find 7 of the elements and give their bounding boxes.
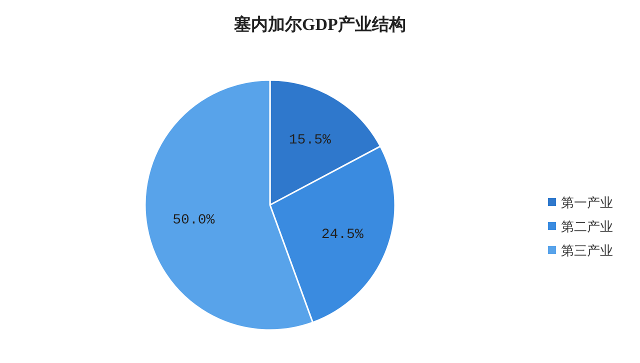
data-label: 15.5%: [288, 132, 332, 149]
chart-title: 塞内加尔GDP产业结构: [233, 15, 406, 34]
data-label: 24.5%: [321, 226, 364, 243]
legend-label: 第三产业: [561, 244, 613, 259]
legend-label: 第一产业: [561, 196, 613, 211]
data-label: 50.0%: [172, 212, 216, 228]
legend-label: 第二产业: [561, 220, 613, 235]
